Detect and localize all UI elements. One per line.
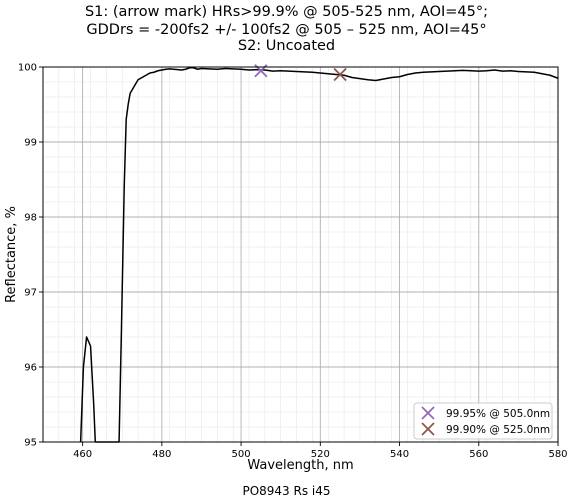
x-tick-label: 520 — [311, 449, 330, 460]
y-tick-label: 97 — [24, 288, 37, 299]
plot-frame — [42, 66, 559, 443]
y-tick-label: 96 — [24, 363, 37, 374]
data-marker-1 — [333, 67, 347, 82]
y-tick-label: 95 — [24, 438, 37, 449]
chart-footer-caption: PO8943 Rs i45 — [242, 484, 331, 498]
chart-title-line-1: S1: (arrow mark) HRs>99.9% @ 505-525 nm,… — [84, 4, 489, 20]
y-tick-label: 99 — [24, 138, 37, 149]
legend-label-0: 99.95% @ 505.0nm — [446, 408, 550, 420]
x-tick-label: 500 — [232, 449, 251, 460]
y-tick-label: 98 — [24, 213, 37, 224]
chart-title-line-2: GDDrs = -200fs2 +/- 100fs2 @ 505 – 525 n… — [86, 22, 487, 38]
x-axis-label: Wavelength, nm — [247, 458, 353, 473]
legend-label-1: 99.90% @ 525.0nm — [446, 424, 550, 436]
series-line-0 — [79, 67, 559, 443]
legend-box — [413, 402, 553, 440]
axis-ticks: 460 480 500 520 540 560 580 95 96 97 98 99 100 — [18, 63, 568, 461]
x-tick-label: 540 — [390, 449, 409, 460]
legend: 99.95% @ 505.0nm 99.90% @ 525.0nm — [413, 402, 553, 440]
legend-marker-0 — [421, 406, 435, 420]
x-tick-label: 460 — [73, 449, 92, 460]
x-tick-label: 580 — [548, 449, 567, 460]
y-axis-label: Reflectance, % — [4, 206, 19, 303]
y-tick-label: 100 — [18, 63, 37, 74]
x-tick-label: 560 — [469, 449, 488, 460]
x-tick-label: 480 — [152, 449, 171, 460]
chart-title-line-3: S2: Uncoated — [237, 38, 336, 54]
legend-marker-1 — [421, 422, 435, 436]
series-layer — [79, 67, 559, 443]
